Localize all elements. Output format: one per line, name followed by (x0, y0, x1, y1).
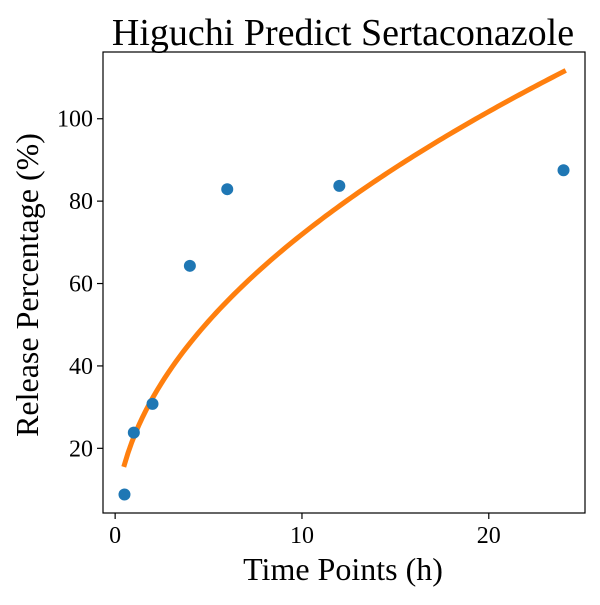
data-point-4 (221, 183, 234, 196)
plot-area: 0 10 20 20 40 60 80 100 (57, 51, 586, 549)
y-tick-label: 20 (69, 436, 93, 462)
data-point-6 (557, 164, 570, 177)
x-axis-label: Time Points (h) (243, 551, 443, 587)
x-tick-label: 20 (477, 523, 501, 549)
y-axis-label: Release Percentage (%) (9, 133, 45, 437)
x-tick-label: 10 (290, 523, 314, 549)
plot-frame (102, 51, 586, 514)
x-tick-label: 0 (109, 523, 121, 549)
data-point-2 (146, 397, 159, 410)
data-point-0 (118, 488, 131, 501)
y-tick-label: 60 (69, 272, 93, 298)
y-tick-label: 40 (69, 354, 93, 380)
y-tick-label: 80 (69, 189, 93, 215)
chart-title: Higuchi Predict Sertaconazole (112, 12, 574, 54)
series-line-1 (121, 68, 567, 468)
data-point-3 (183, 259, 196, 272)
y-tick-label: 100 (57, 107, 93, 133)
data-point-1 (127, 426, 140, 439)
data-point-5 (333, 179, 346, 192)
